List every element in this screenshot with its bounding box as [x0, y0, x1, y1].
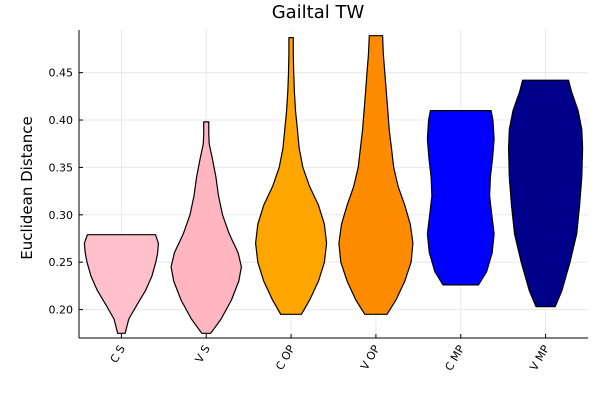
x-tick-label-1: V S: [193, 343, 213, 365]
x-tick-label-0: C S: [108, 343, 128, 365]
violin-c-s: [83, 234, 159, 334]
violins: [83, 35, 584, 334]
x-tick-label-2: C OP: [273, 343, 298, 373]
violin-v-mp: [508, 79, 584, 308]
violin-c-op: [255, 37, 328, 315]
y-tick-label-2: 0.30: [49, 209, 74, 222]
violin-v-op: [338, 35, 414, 315]
violin-v-s: [170, 121, 242, 334]
axes: [78, 30, 588, 339]
chart-title: Gailtal TW: [272, 2, 365, 23]
y-axis-label: Euclidean Distance: [18, 116, 36, 259]
y-tick-label-0: 0.20: [49, 304, 74, 317]
violin-c-mp: [426, 110, 495, 286]
y-tick-label-5: 0.45: [49, 67, 74, 80]
y-tick-label-3: 0.35: [49, 161, 74, 174]
y-tick-label-4: 0.40: [49, 114, 74, 127]
y-tick-label-1: 0.25: [49, 256, 74, 269]
x-tick-label-5: V MP: [527, 343, 552, 373]
x-tick-label-4: C MP: [442, 343, 467, 373]
x-tick-label-3: V OP: [358, 343, 383, 373]
